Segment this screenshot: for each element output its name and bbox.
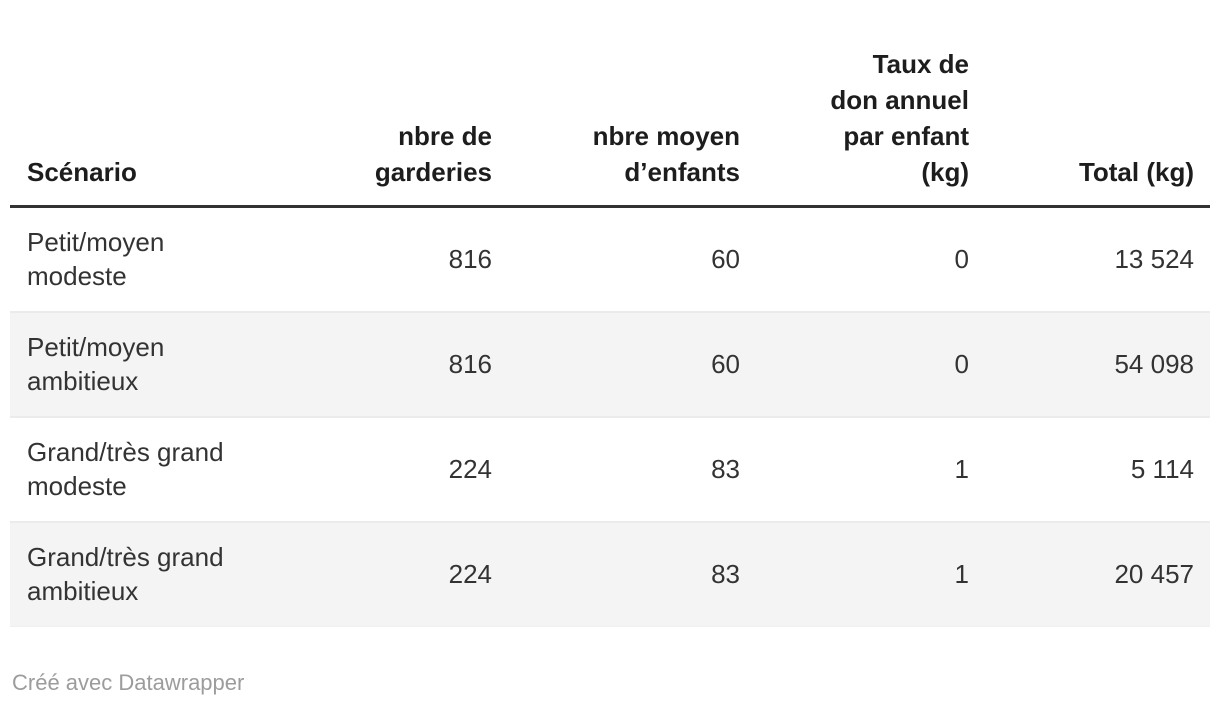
cell-taux-don: 1 xyxy=(954,559,969,590)
table-header-row: Scénario nbre de garderies nbre moyen d’… xyxy=(10,46,1210,208)
cell-enfants: 83 xyxy=(711,454,740,484)
cell-enfants: 60 xyxy=(711,244,740,275)
cell-total: 13 524 xyxy=(1114,244,1194,275)
cell-garderies: 224 xyxy=(448,559,492,590)
cell-scenario: Petit/moyen ambitieux xyxy=(27,332,165,396)
cell-total: 5 114 xyxy=(1130,454,1194,484)
cell-enfants: 83 xyxy=(711,559,740,590)
cell-garderies: 224 xyxy=(448,454,492,484)
table-row: Grand/très grand ambitieux 224 83 1 20 4… xyxy=(10,521,1210,627)
table-row: Grand/très grand modeste 224 83 1 5 114 xyxy=(10,416,1210,522)
cell-garderies: 816 xyxy=(448,244,492,275)
cell-scenario: Grand/très grand modeste xyxy=(27,437,224,501)
table-body: Petit/moyen modeste 816 60 0 13 524 Peti… xyxy=(10,206,1210,627)
datawrapper-attribution-link[interactable]: Créé avec Datawrapper xyxy=(12,670,245,695)
table-header: Scénario nbre de garderies nbre moyen d’… xyxy=(10,46,1210,208)
column-header-scenario: Scénario xyxy=(10,46,260,208)
column-header-enfants: nbre moyen d’enfants xyxy=(508,46,756,208)
cell-taux-don: 0 xyxy=(954,244,969,275)
cell-garderies: 816 xyxy=(448,349,492,379)
cell-taux-don: 0 xyxy=(954,349,969,379)
cell-scenario: Petit/moyen modeste xyxy=(27,227,165,292)
cell-enfants: 60 xyxy=(711,349,740,379)
column-header-taux-don: Taux de don annuel par enfant (kg) xyxy=(756,46,985,208)
table-row: Petit/moyen modeste 816 60 0 13 524 xyxy=(10,206,1210,312)
cell-total: 54 098 xyxy=(1114,349,1194,379)
datawrapper-table-visualization: Scénario nbre de garderies nbre moyen d’… xyxy=(0,46,1220,697)
cell-taux-don: 1 xyxy=(954,454,969,484)
data-table: Scénario nbre de garderies nbre moyen d’… xyxy=(10,46,1210,627)
cell-scenario: Grand/très grand ambitieux xyxy=(27,542,224,607)
cell-total: 20 457 xyxy=(1114,559,1194,590)
attribution-footer: Créé avec Datawrapper xyxy=(12,669,1210,697)
table-row: Petit/moyen ambitieux 816 60 0 54 098 xyxy=(10,311,1210,417)
column-header-total: Total (kg) xyxy=(985,46,1210,208)
column-header-garderies: nbre de garderies xyxy=(260,46,508,208)
